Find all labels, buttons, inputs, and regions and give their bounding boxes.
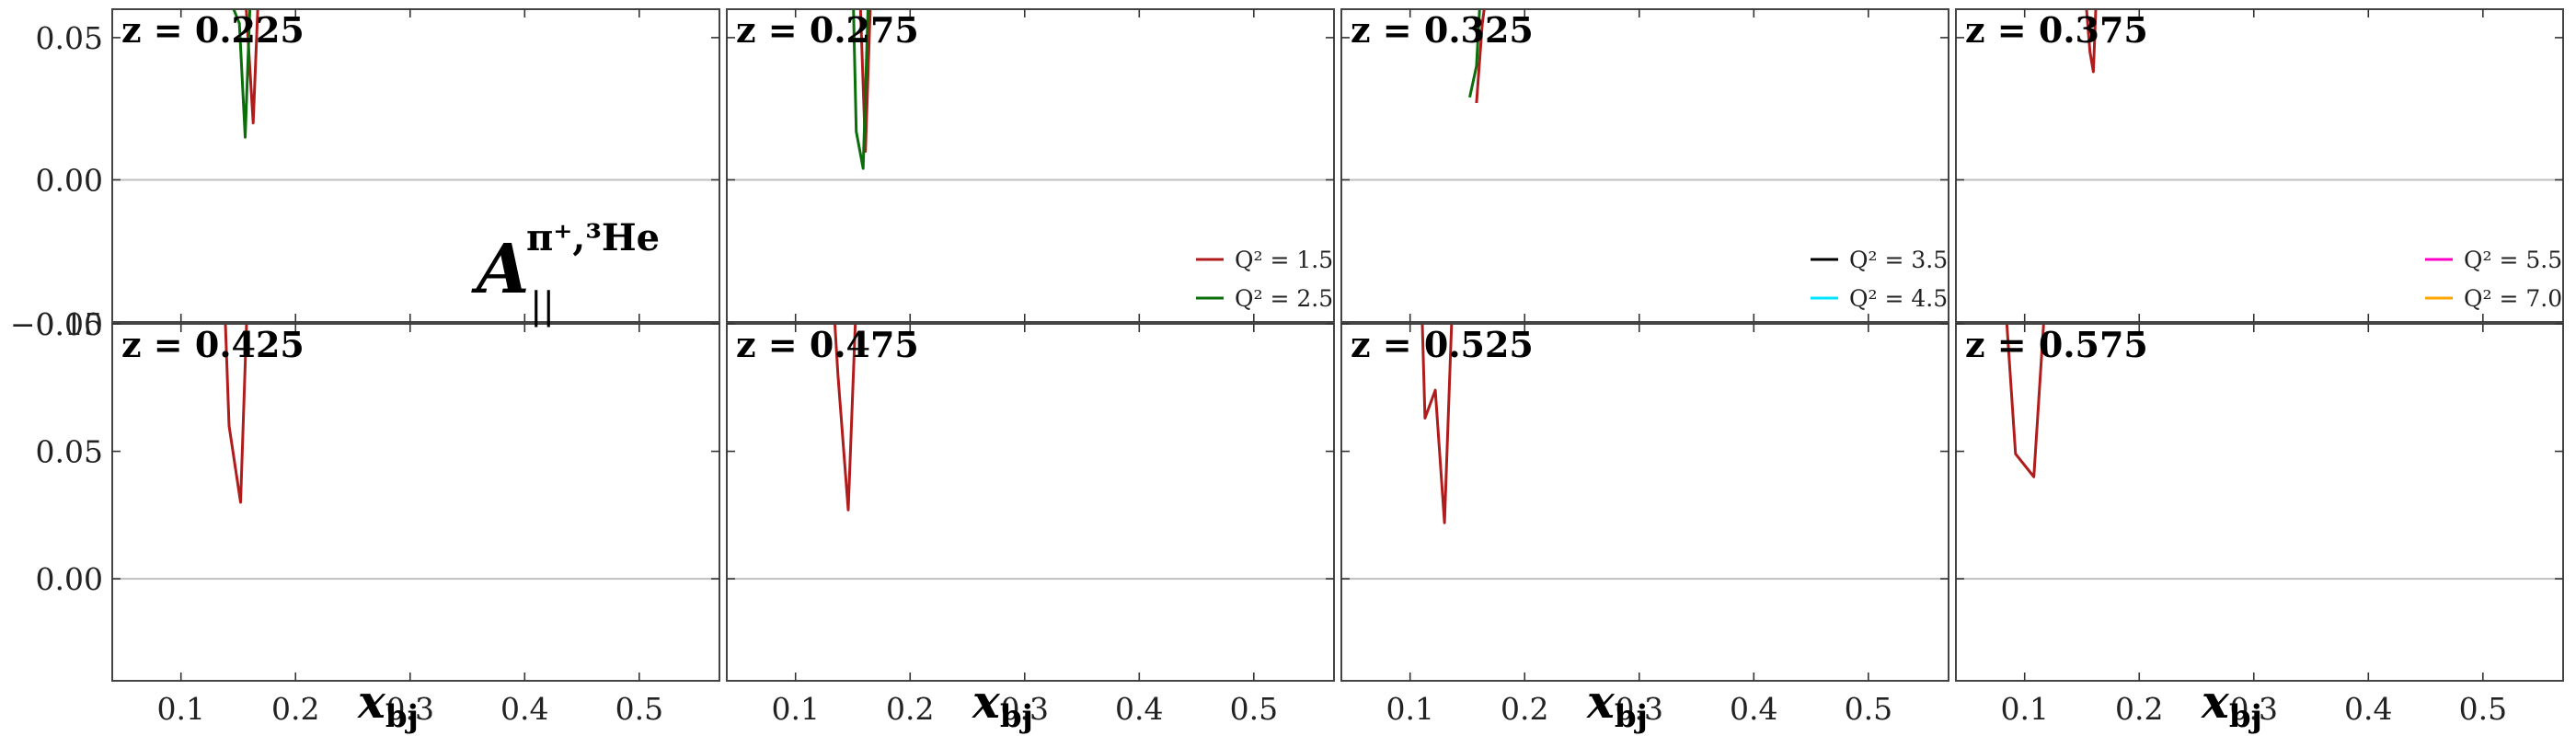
x-axis-label: xbj: [357, 674, 419, 735]
panel-1: 0.00 0.05 z = 0.225: [36, 0, 719, 322]
legend-label: Q² = 1.5: [1235, 247, 1333, 273]
panel-title: z = 0.225: [121, 9, 305, 51]
x-tick-label: 0.4: [1730, 691, 1777, 727]
x-axis-label: xbj: [972, 674, 1033, 735]
panel-title: z = 0.275: [736, 9, 919, 51]
legend: Q² = 5.5 Q² = 7.0: [2425, 247, 2562, 312]
panel-frame: [727, 9, 1334, 322]
x-tick-label: 0.1: [1386, 691, 1433, 727]
panel-frame: [112, 324, 719, 681]
legend-label: Q² = 3.5: [1849, 247, 1948, 273]
x-tick-label: 0.1: [156, 691, 204, 727]
y-tick-label: 0.05: [36, 20, 103, 56]
x-tick-label: 0.2: [886, 691, 934, 727]
legend: Q² = 1.5 Q² = 2.5: [1196, 247, 1333, 312]
y-axis-label-subscript: ||: [530, 285, 555, 328]
panel-title: z = 0.475: [736, 324, 919, 365]
y-axis-label-superscript: π⁺,³He: [526, 216, 660, 259]
panel-frame: [1341, 9, 1949, 322]
x-tick-label: 0.5: [1230, 691, 1278, 727]
x-tick-label: 0.5: [615, 691, 663, 727]
x-tick-label: 0.1: [771, 691, 819, 727]
legend-label: Q² = 5.5: [2464, 247, 2562, 273]
panels-layer: 0.00 0.05 z = 0.225 z = 0.275 Q² = 1.5 Q² = 2…: [36, 0, 2563, 735]
x-tick-label: 0.2: [2115, 691, 2163, 727]
panel-frame: [1956, 9, 2563, 322]
panel-title: z = 0.425: [121, 324, 305, 365]
panel-frame: [1341, 324, 1949, 681]
legend: Q² = 3.5 Q² = 4.5: [1811, 247, 1948, 312]
x-tick-label: 0.4: [500, 691, 548, 727]
panel-4: z = 0.375 Q² = 5.5 Q² = 7.0: [1956, 0, 2563, 322]
x-axis-label: xbj: [2201, 674, 2262, 735]
panel-2: z = 0.275 Q² = 1.5 Q² = 2.5: [727, 0, 1334, 322]
y-tick-label: 0.05: [36, 434, 103, 470]
x-tick-label: 0.2: [271, 691, 319, 727]
legend-label: Q² = 4.5: [1849, 285, 1948, 312]
x-tick-label: 0.5: [1845, 691, 1892, 727]
panel-title: z = 0.375: [1965, 9, 2148, 51]
panel-3: z = 0.325 Q² = 3.5 Q² = 4.5: [1341, 0, 1949, 322]
x-axis-label: xbj: [1586, 674, 1648, 735]
panel-title: z = 0.525: [1351, 324, 1534, 365]
panel-frame: [1956, 324, 2563, 681]
overlap-tick-label: −0.05: [10, 306, 103, 342]
panel-title: z = 0.575: [1965, 324, 2148, 365]
y-tick-label: 0.00: [36, 561, 103, 597]
panel-frame: [112, 9, 719, 322]
y-tick-label: 0.00: [36, 162, 103, 198]
y-axis-label: A: [471, 230, 529, 309]
x-tick-label: 0.4: [1115, 691, 1163, 727]
x-tick-label: 0.1: [2000, 691, 2048, 727]
x-tick-label: 0.2: [1501, 691, 1548, 727]
x-tick-label: 0.5: [2459, 691, 2507, 727]
legend-label: Q² = 7.0: [2464, 285, 2562, 312]
legend-label: Q² = 2.5: [1235, 285, 1333, 312]
x-tick-label: 0.4: [2344, 691, 2392, 727]
panel-frame: [727, 324, 1334, 681]
panel-title: z = 0.325: [1351, 9, 1534, 51]
